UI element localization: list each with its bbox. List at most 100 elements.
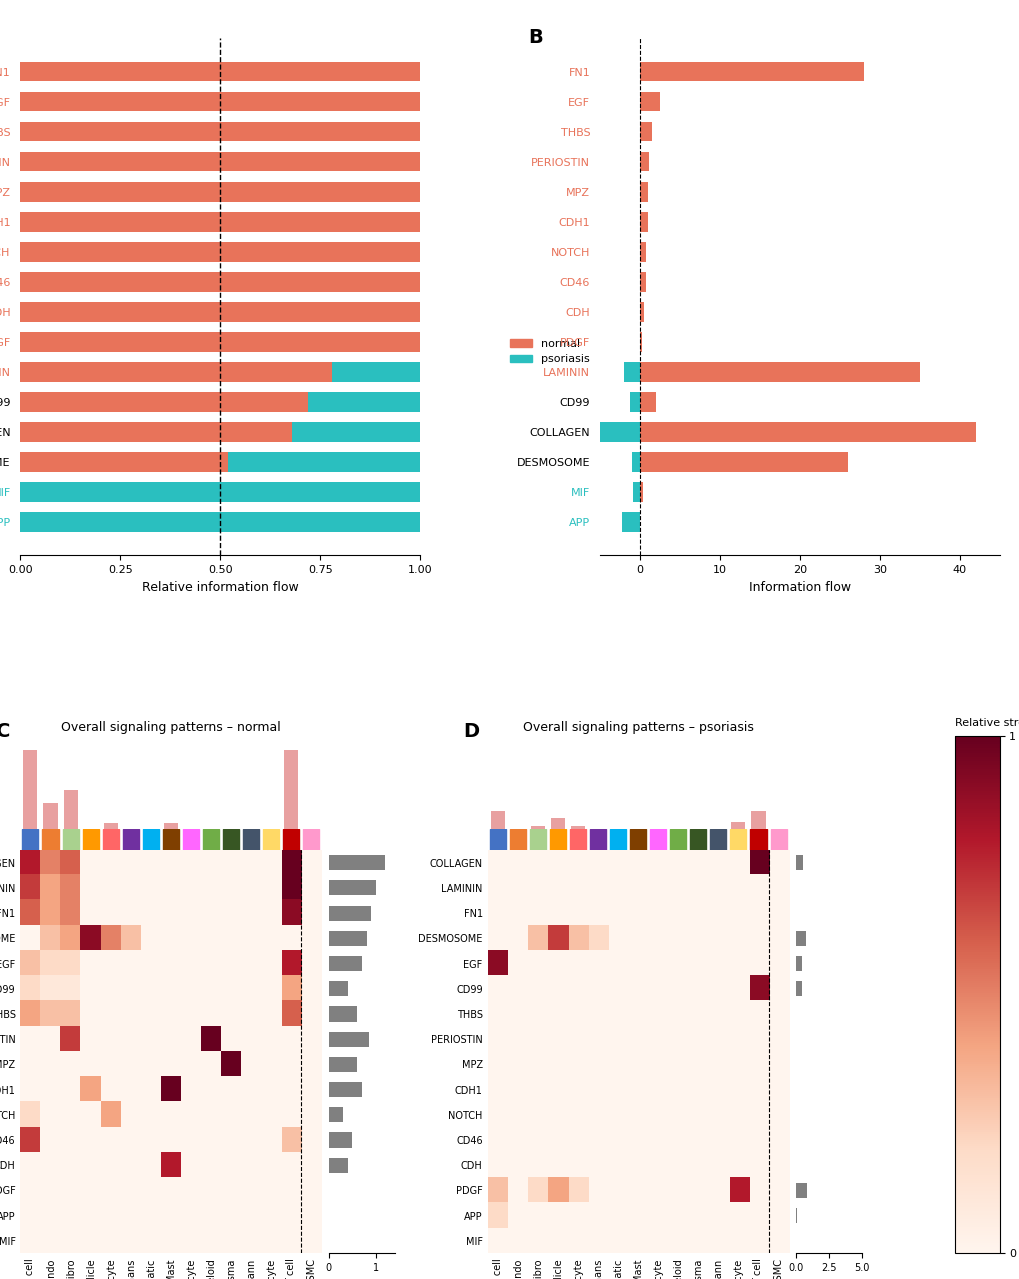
Bar xyxy=(639,272,646,292)
Bar xyxy=(328,1007,357,1022)
Bar xyxy=(44,803,57,830)
Bar xyxy=(83,830,99,851)
Bar xyxy=(328,1132,353,1147)
Bar xyxy=(243,830,259,851)
Bar xyxy=(328,1108,342,1123)
Bar xyxy=(20,453,228,472)
Bar xyxy=(384,422,639,441)
Bar xyxy=(489,830,505,851)
Bar xyxy=(203,830,219,851)
Bar xyxy=(690,830,705,851)
Bar xyxy=(639,302,643,322)
Bar xyxy=(328,880,376,895)
Bar xyxy=(639,152,649,171)
Bar xyxy=(164,822,177,830)
Bar xyxy=(63,789,77,830)
Bar xyxy=(751,811,765,830)
Bar xyxy=(223,830,238,851)
Bar xyxy=(510,830,525,851)
Bar xyxy=(795,1183,806,1198)
Bar xyxy=(328,1056,357,1072)
Bar xyxy=(750,830,765,851)
Bar xyxy=(795,931,805,946)
Bar xyxy=(549,830,566,851)
Bar xyxy=(490,811,504,830)
Bar xyxy=(20,152,420,171)
Bar xyxy=(795,981,801,996)
Bar xyxy=(122,830,139,851)
X-axis label: Information flow: Information flow xyxy=(748,581,850,593)
Bar xyxy=(20,422,291,441)
Text: D: D xyxy=(463,723,479,742)
Bar xyxy=(308,393,420,412)
Text: B: B xyxy=(528,28,542,47)
Bar xyxy=(228,453,420,472)
Bar xyxy=(20,212,420,231)
Bar xyxy=(632,453,639,472)
Bar xyxy=(20,302,420,322)
Bar xyxy=(639,422,974,441)
Bar xyxy=(20,182,420,202)
Title: Overall signaling patterns – normal: Overall signaling patterns – normal xyxy=(61,721,280,734)
Bar xyxy=(639,182,647,202)
Bar xyxy=(43,830,58,851)
Bar xyxy=(263,830,279,851)
Bar xyxy=(22,830,39,851)
Bar xyxy=(20,482,420,501)
Bar xyxy=(332,362,420,381)
Bar xyxy=(20,61,420,82)
Bar xyxy=(283,830,300,851)
Bar xyxy=(731,822,745,830)
Bar xyxy=(328,955,362,971)
Bar xyxy=(649,830,665,851)
Bar xyxy=(622,513,639,532)
Bar xyxy=(639,122,651,142)
Bar xyxy=(769,830,786,851)
Bar xyxy=(630,393,639,412)
Bar xyxy=(23,749,38,830)
Bar xyxy=(303,830,319,851)
Bar xyxy=(639,61,863,82)
Bar xyxy=(571,826,584,830)
Bar xyxy=(328,1157,347,1173)
Bar xyxy=(291,422,420,441)
Bar xyxy=(20,242,420,262)
Bar xyxy=(795,856,802,870)
Bar xyxy=(328,1082,362,1097)
Legend: normal, psoriasis: normal, psoriasis xyxy=(505,334,594,368)
Bar xyxy=(20,362,332,381)
Bar xyxy=(104,822,117,830)
Bar xyxy=(633,482,639,501)
Bar xyxy=(328,981,347,996)
Bar xyxy=(550,819,565,830)
Bar xyxy=(103,830,118,851)
Bar xyxy=(639,212,647,231)
Bar xyxy=(639,92,659,111)
Bar xyxy=(639,242,646,262)
Bar xyxy=(639,362,919,381)
Bar xyxy=(639,333,642,352)
Bar xyxy=(529,830,545,851)
Bar xyxy=(62,830,78,851)
Bar xyxy=(709,830,726,851)
Bar xyxy=(182,830,199,851)
Bar xyxy=(20,393,308,412)
Bar xyxy=(284,749,299,830)
Bar xyxy=(639,482,642,501)
Bar xyxy=(328,1032,369,1046)
Bar xyxy=(20,333,420,352)
Bar xyxy=(20,92,420,111)
Bar xyxy=(20,513,420,532)
Text: C: C xyxy=(0,723,10,742)
Bar xyxy=(795,1209,797,1223)
Bar xyxy=(328,931,366,946)
Bar xyxy=(669,830,686,851)
X-axis label: Relative information flow: Relative information flow xyxy=(142,581,299,593)
Bar xyxy=(589,830,605,851)
Bar xyxy=(630,830,645,851)
Bar xyxy=(328,856,385,870)
Title: Overall signaling patterns – psoriasis: Overall signaling patterns – psoriasis xyxy=(522,721,753,734)
Bar xyxy=(143,830,159,851)
Bar xyxy=(639,453,847,472)
Bar xyxy=(20,122,420,142)
